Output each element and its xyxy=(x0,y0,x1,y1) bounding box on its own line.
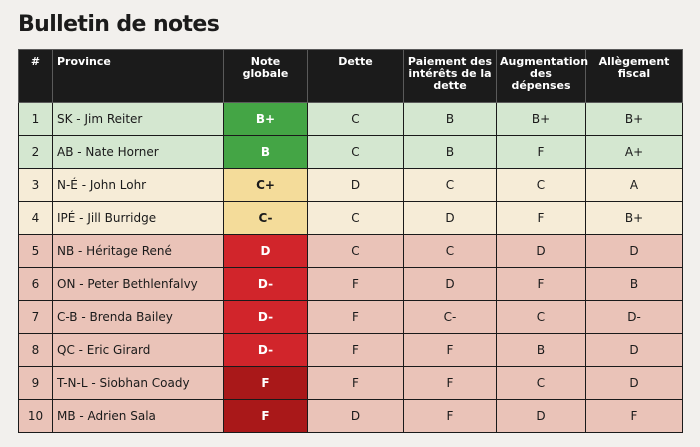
province-name: IPÉ - Jill Burridge xyxy=(52,201,224,235)
overall-grade: C+ xyxy=(223,168,308,202)
tax-relief-grade: B+ xyxy=(585,102,683,136)
spending-grade: F xyxy=(496,135,586,169)
province-name: N-É - John Lohr xyxy=(52,168,224,202)
table-row: 5 NB - Héritage René D C C D D xyxy=(18,234,683,268)
spending-grade: F xyxy=(496,201,586,235)
spending-grade: C xyxy=(496,366,586,400)
overall-grade: D xyxy=(223,234,308,268)
page-title: Bulletin de notes xyxy=(18,12,220,37)
interest-grade: F xyxy=(403,333,497,367)
column-header-debt: Dette xyxy=(307,49,404,103)
spending-grade: C xyxy=(496,300,586,334)
row-number: 6 xyxy=(18,267,53,301)
row-number: 9 xyxy=(18,366,53,400)
tax-relief-grade: D- xyxy=(585,300,683,334)
overall-grade: B xyxy=(223,135,308,169)
tax-relief-grade: A+ xyxy=(585,135,683,169)
province-name: T-N-L - Siobhan Coady xyxy=(52,366,224,400)
debt-grade: F xyxy=(307,267,404,301)
column-header-spending: Augmentation des dépenses xyxy=(496,49,588,103)
row-number: 7 xyxy=(18,300,53,334)
province-name: C-B - Brenda Bailey xyxy=(52,300,224,334)
interest-grade: D xyxy=(403,201,497,235)
overall-grade: C- xyxy=(223,201,308,235)
tax-relief-grade: D xyxy=(585,234,683,268)
column-header-tax-relief: Allègement fiscal xyxy=(585,49,683,103)
province-name: MB - Adrien Sala xyxy=(52,399,224,433)
table-header-row: # Province Note globale Dette Paiement d… xyxy=(18,49,683,103)
spending-grade: B+ xyxy=(496,102,586,136)
column-header-interest: Paiement des intérêts de la dette xyxy=(403,49,497,103)
overall-grade: D- xyxy=(223,267,308,301)
row-number: 8 xyxy=(18,333,53,367)
table-row: 2 AB - Nate Horner B C B F A+ xyxy=(18,135,683,169)
table-row: 3 N-É - John Lohr C+ D C C A xyxy=(18,168,683,202)
debt-grade: F xyxy=(307,366,404,400)
report-card-table: # Province Note globale Dette Paiement d… xyxy=(18,49,683,433)
province-name: QC - Eric Girard xyxy=(52,333,224,367)
spending-grade: D xyxy=(496,234,586,268)
province-name: NB - Héritage René xyxy=(52,234,224,268)
overall-grade: D- xyxy=(223,333,308,367)
interest-grade: B xyxy=(403,135,497,169)
interest-grade: F xyxy=(403,399,497,433)
tax-relief-grade: B+ xyxy=(585,201,683,235)
overall-grade: D- xyxy=(223,300,308,334)
tax-relief-grade: D xyxy=(585,366,683,400)
interest-grade: D xyxy=(403,267,497,301)
interest-grade: C- xyxy=(403,300,497,334)
tax-relief-grade: D xyxy=(585,333,683,367)
table-row: 4 IPÉ - Jill Burridge C- C D F B+ xyxy=(18,201,683,235)
spending-grade: F xyxy=(496,267,586,301)
debt-grade: C xyxy=(307,201,404,235)
table-row: 9 T-N-L - Siobhan Coady F F F C D xyxy=(18,366,683,400)
debt-grade: C xyxy=(307,135,404,169)
interest-grade: C xyxy=(403,168,497,202)
debt-grade: D xyxy=(307,168,404,202)
row-number: 5 xyxy=(18,234,53,268)
row-number: 10 xyxy=(18,399,53,433)
tax-relief-grade: A xyxy=(585,168,683,202)
debt-grade: F xyxy=(307,333,404,367)
row-number: 3 xyxy=(18,168,53,202)
spending-grade: D xyxy=(496,399,586,433)
province-name: SK - Jim Reiter xyxy=(52,102,224,136)
interest-grade: C xyxy=(403,234,497,268)
row-number: 4 xyxy=(18,201,53,235)
row-number: 1 xyxy=(18,102,53,136)
table-row: 8 QC - Eric Girard D- F F B D xyxy=(18,333,683,367)
interest-grade: F xyxy=(403,366,497,400)
tax-relief-grade: F xyxy=(585,399,683,433)
column-header-province: Province xyxy=(52,49,224,103)
spending-grade: B xyxy=(496,333,586,367)
interest-grade: B xyxy=(403,102,497,136)
debt-grade: C xyxy=(307,102,404,136)
province-name: ON - Peter Bethlenfalvy xyxy=(52,267,224,301)
overall-grade: F xyxy=(223,366,308,400)
overall-grade: B+ xyxy=(223,102,308,136)
tax-relief-grade: B xyxy=(585,267,683,301)
province-name: AB - Nate Horner xyxy=(52,135,224,169)
table-row: 10 MB - Adrien Sala F D F D F xyxy=(18,399,683,433)
table-row: 6 ON - Peter Bethlenfalvy D- F D F B xyxy=(18,267,683,301)
table-row: 7 C-B - Brenda Bailey D- F C- C D- xyxy=(18,300,683,334)
column-header-number: # xyxy=(18,49,53,103)
column-header-overall-grade: Note globale xyxy=(223,49,308,103)
spending-grade: C xyxy=(496,168,586,202)
overall-grade: F xyxy=(223,399,308,433)
debt-grade: D xyxy=(307,399,404,433)
row-number: 2 xyxy=(18,135,53,169)
debt-grade: C xyxy=(307,234,404,268)
debt-grade: F xyxy=(307,300,404,334)
table-row: 1 SK - Jim Reiter B+ C B B+ B+ xyxy=(18,102,683,136)
